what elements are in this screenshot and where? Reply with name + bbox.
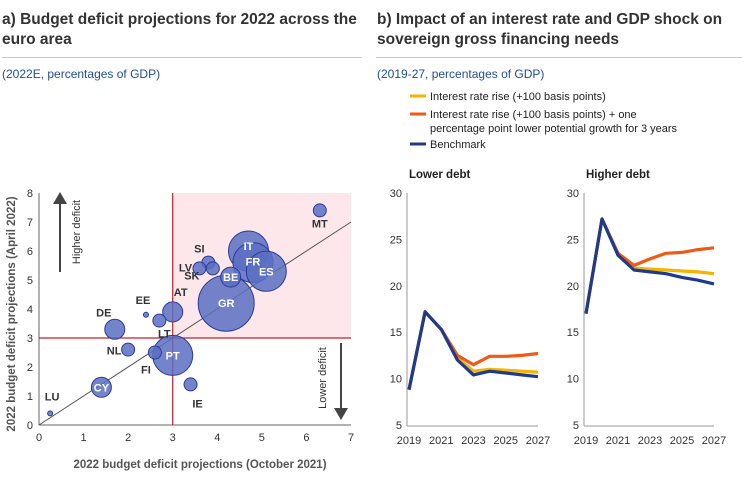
panel-b-title: b) Impact of an interest rate and GDP sh… <box>377 11 723 48</box>
x-tick-label: 7 <box>348 432 354 444</box>
y-tick-label: 20 <box>567 281 579 293</box>
bubble-label-at: AT <box>174 287 188 299</box>
bubble-lu <box>47 410 54 417</box>
bubble-label-fi: FI <box>141 365 151 377</box>
y-axis-label: 2022 budget deficit projections (April 2… <box>6 196 18 431</box>
series-line-interest-1 <box>584 217 715 314</box>
bubble-label-it: IT <box>244 241 254 253</box>
x-tick-label: 1 <box>81 432 87 444</box>
y-tick-label: 6 <box>27 246 33 258</box>
panel-a-subtitle: (2022E, percentages of GDP) <box>2 67 161 81</box>
bubble-mt <box>312 203 327 218</box>
line-charts: Interest rate rise (+100 basis points) In… <box>390 91 726 447</box>
x-tick-label: 2019 <box>574 435 598 447</box>
bubble-be <box>220 266 242 288</box>
bubble-lt <box>152 313 167 328</box>
y-tick-label: 25 <box>567 234 579 246</box>
x-tick-label: 4 <box>214 432 220 444</box>
y-tick-label: 10 <box>390 374 402 386</box>
bubble-label-sk: SK <box>184 270 199 282</box>
x-tick-label: 2023 <box>461 435 485 447</box>
y-tick-label: 5 <box>396 420 402 432</box>
x-tick-label: 2021 <box>606 435 630 447</box>
bubble-label-es: ES <box>259 266 274 278</box>
x-tick-label: 5 <box>259 432 265 444</box>
bubble-label-be: BE <box>223 272 238 284</box>
x-tick-label: 2 <box>125 432 131 444</box>
x-tick-label: 2025 <box>670 435 694 447</box>
bubble-de <box>104 318 126 340</box>
panel-a-rule <box>2 57 362 58</box>
y-tick-label: 5 <box>573 420 579 432</box>
y-tick-label: 2 <box>27 362 33 374</box>
x-tick-label: 0 <box>36 432 42 444</box>
panel-a-title: a) Budget deficit projections for 2022 a… <box>2 11 357 48</box>
x-tick-label: 2023 <box>638 435 662 447</box>
bubble-label-de: DE <box>96 307 111 319</box>
subchart-title-1: Higher debt <box>586 169 650 181</box>
series-line-interest_gdp-0 <box>407 310 539 391</box>
y-tick-label: 10 <box>567 374 579 386</box>
bubble-label-si: SI <box>194 244 204 256</box>
bubble-label-gr: GR <box>218 298 235 310</box>
y-tick-label: 4 <box>27 304 33 316</box>
x-tick-label: 2021 <box>429 435 453 447</box>
bubble-label-lt: LT <box>158 329 171 341</box>
x-tick-label: 3 <box>170 432 176 444</box>
x-tick-label: 2019 <box>397 435 421 447</box>
y-tick-label: 0 <box>27 420 33 432</box>
series-line-interest-0 <box>407 310 539 391</box>
legend-label-interest: Interest rate rise (+100 basis points) <box>430 91 606 103</box>
bubble-label-ie: IE <box>192 398 202 410</box>
bubble-label-ee: EE <box>136 295 151 307</box>
bubble-ee <box>142 311 149 318</box>
bubble-ie <box>183 377 198 392</box>
bubble-label-cy: CY <box>94 382 110 394</box>
y-tick-label: 20 <box>390 281 402 293</box>
x-tick-label: 2027 <box>526 435 550 447</box>
subchart-title-0: Lower debt <box>409 169 471 181</box>
lower-deficit-label: Lower deficit <box>317 347 329 409</box>
y-tick-label: 30 <box>390 188 402 200</box>
bubble-nl <box>121 342 136 357</box>
bubble-label-nl: NL <box>107 346 122 358</box>
x-tick-label: 2025 <box>494 435 518 447</box>
x-tick-label: 6 <box>303 432 309 444</box>
y-tick-label: 1 <box>27 391 33 403</box>
panel-b-subtitle: (2019-27, percentages of GDP) <box>377 67 545 81</box>
x-tick-label: 2027 <box>702 435 726 447</box>
y-tick-label: 30 <box>567 188 579 200</box>
y-tick-label: 8 <box>27 188 33 200</box>
bubble-es <box>245 250 287 292</box>
series-line-benchmark-1 <box>584 217 715 314</box>
higher-deficit-label: Higher deficit <box>71 200 83 264</box>
higher-deficit-arrow-head <box>53 192 67 204</box>
bubble-cy <box>90 376 112 398</box>
y-tick-label: 15 <box>390 327 402 339</box>
x-axis-label: 2022 budget deficit projections (October… <box>73 459 326 471</box>
bubble-label-lu: LU <box>45 391 60 403</box>
bubble-label-mt: MT <box>312 218 328 230</box>
y-tick-label: 5 <box>27 275 33 287</box>
bubble-sk <box>205 261 220 276</box>
scatter-chart: 0 1 2 3 4 5 6 7 0 1 2 3 4 5 6 7 8 2022 budget deficit pro… <box>6 188 354 471</box>
y-tick-label: 3 <box>27 333 33 345</box>
legend-label-interest-gdp: Interest rate rise (+100 basis points) +… <box>430 109 678 135</box>
y-tick-label: 15 <box>567 327 579 339</box>
series-line-interest_gdp-1 <box>584 217 715 314</box>
bubble-label-lv: LV <box>179 262 193 274</box>
y-tick-label: 25 <box>390 234 402 246</box>
bubble-at <box>162 301 184 323</box>
bubble-label-pt: PT <box>166 350 180 362</box>
bubble-fi <box>147 345 162 360</box>
panel-b-rule <box>376 57 742 58</box>
diagonal-line <box>38 221 352 426</box>
series-line-benchmark-0 <box>407 310 539 391</box>
bubble-label-fr: FR <box>246 257 261 269</box>
y-tick-label: 7 <box>27 217 33 229</box>
legend-label-benchmark: Benchmark <box>430 139 486 151</box>
lower-deficit-arrow-head <box>334 408 348 420</box>
